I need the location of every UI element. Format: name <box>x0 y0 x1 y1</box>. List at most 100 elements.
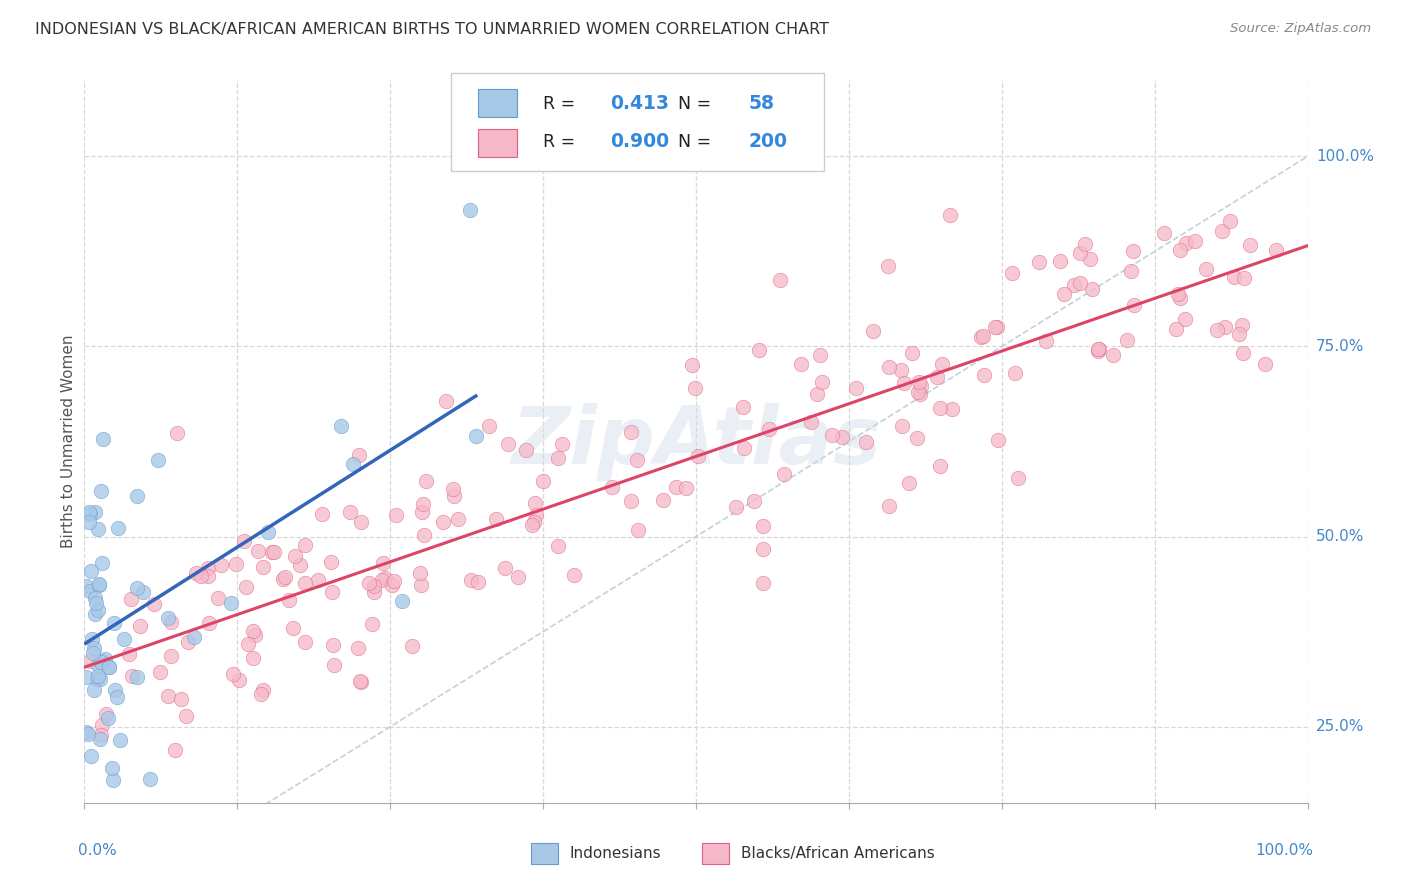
Point <box>464 428 486 442</box>
Point <box>80 749 103 764</box>
Point <box>235 581 257 595</box>
Point <box>893 376 915 391</box>
Point <box>467 575 489 590</box>
Point <box>294 635 316 649</box>
Point <box>907 384 929 399</box>
Point <box>219 596 242 610</box>
Point <box>1087 342 1109 356</box>
Point <box>250 687 273 701</box>
Point <box>675 482 697 496</box>
Point <box>626 524 648 538</box>
Point <box>412 528 434 542</box>
Point <box>257 524 280 539</box>
Point <box>1167 287 1189 301</box>
Point <box>686 449 709 463</box>
Point <box>374 571 396 585</box>
Point <box>725 500 748 514</box>
Point <box>811 376 834 390</box>
Point <box>157 689 180 703</box>
Point <box>620 425 643 440</box>
Point <box>626 453 648 467</box>
Text: 75.0%: 75.0% <box>1316 339 1364 354</box>
Point <box>752 575 775 590</box>
Point <box>165 742 187 756</box>
Point <box>108 733 131 747</box>
Point <box>1028 255 1050 269</box>
Point <box>363 585 385 599</box>
Point <box>233 534 256 549</box>
Point <box>132 585 155 599</box>
Point <box>748 343 770 358</box>
Point <box>129 619 152 633</box>
Point <box>247 544 270 558</box>
Point <box>98 659 121 673</box>
Point <box>1004 366 1026 380</box>
Point <box>107 521 129 535</box>
Point <box>862 324 884 338</box>
Point <box>142 597 165 611</box>
Point <box>79 583 101 598</box>
Point <box>86 672 108 686</box>
Point <box>910 378 932 392</box>
Point <box>412 497 434 511</box>
Point <box>382 574 405 588</box>
Point <box>347 641 370 656</box>
Point <box>104 683 127 698</box>
Point <box>89 672 111 686</box>
Point <box>1119 264 1142 278</box>
Point <box>228 673 250 687</box>
Point <box>87 603 110 617</box>
Point <box>1069 276 1091 290</box>
Point <box>209 558 232 572</box>
Text: 58: 58 <box>748 94 775 113</box>
Point <box>89 732 111 747</box>
Point <box>86 657 108 672</box>
Point <box>496 437 519 451</box>
Point <box>82 646 104 660</box>
Point <box>349 515 371 529</box>
Point <box>174 709 197 723</box>
Text: 0.413: 0.413 <box>610 94 669 113</box>
Point <box>1206 323 1229 337</box>
Point <box>1049 254 1071 268</box>
Point <box>620 494 643 508</box>
Point <box>79 654 101 668</box>
FancyBboxPatch shape <box>478 129 517 157</box>
Point <box>845 381 868 395</box>
Point <box>294 538 316 552</box>
Point <box>271 572 294 586</box>
Point <box>342 457 364 471</box>
Point <box>222 666 245 681</box>
Point <box>83 683 105 698</box>
Point <box>1211 224 1233 238</box>
Point <box>789 357 811 371</box>
Point <box>198 616 221 631</box>
Point <box>986 320 1008 334</box>
Point <box>84 596 107 610</box>
Point <box>970 330 993 344</box>
Point <box>359 576 381 591</box>
Point <box>520 518 543 533</box>
Point <box>96 706 118 721</box>
Point <box>90 483 112 498</box>
Text: 200: 200 <box>748 132 787 152</box>
Point <box>91 433 114 447</box>
Point <box>121 669 143 683</box>
Point <box>288 558 311 572</box>
Point <box>562 568 585 582</box>
Point <box>80 632 103 646</box>
Point <box>83 641 105 656</box>
Point <box>83 591 105 605</box>
Point <box>93 652 115 666</box>
Point <box>411 505 433 519</box>
Point <box>75 670 97 684</box>
Point <box>1063 277 1085 292</box>
Point <box>485 512 508 526</box>
Point <box>1168 243 1191 257</box>
Point <box>385 508 408 523</box>
Point <box>112 632 135 646</box>
Point <box>681 358 703 372</box>
Point <box>683 380 706 394</box>
Point <box>89 577 111 591</box>
Point <box>321 585 343 599</box>
